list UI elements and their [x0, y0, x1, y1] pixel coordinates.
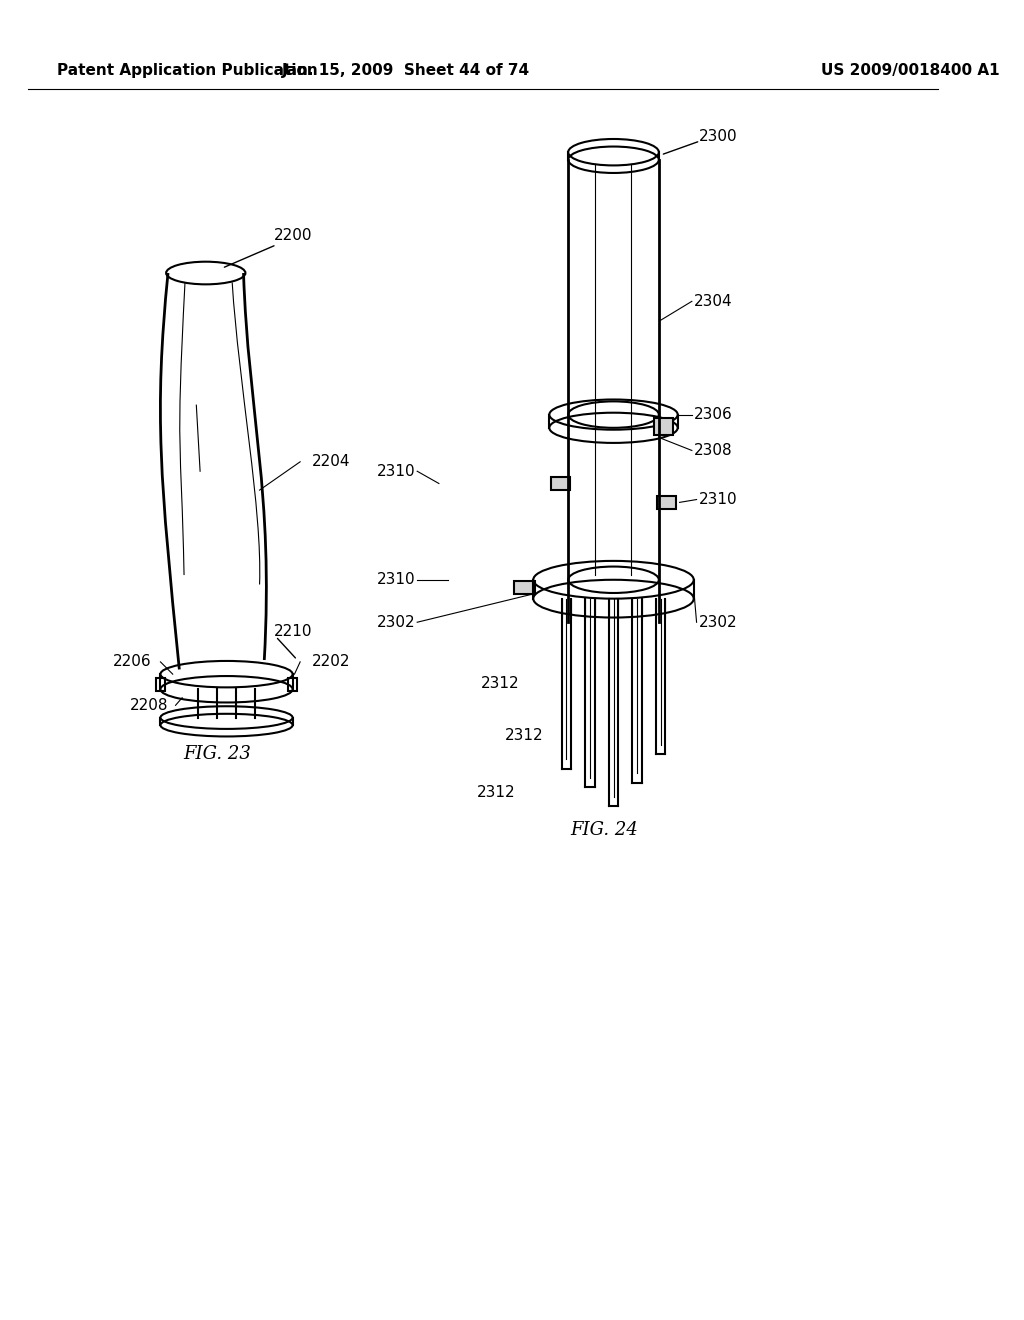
Text: US 2009/0018400 A1: US 2009/0018400 A1 — [821, 62, 999, 78]
Text: 2308: 2308 — [693, 444, 732, 458]
Text: 2202: 2202 — [311, 655, 350, 669]
Text: 2204: 2204 — [311, 454, 350, 470]
Text: 2312: 2312 — [505, 729, 544, 743]
Text: 2310: 2310 — [377, 573, 416, 587]
Text: FIG. 23: FIG. 23 — [183, 746, 251, 763]
Text: 2208: 2208 — [130, 698, 169, 713]
Text: 2306: 2306 — [693, 407, 732, 422]
Text: Jan. 15, 2009  Sheet 44 of 74: Jan. 15, 2009 Sheet 44 of 74 — [282, 62, 530, 78]
Text: 2200: 2200 — [273, 228, 312, 243]
Bar — [156, 678, 165, 692]
Text: FIG. 24: FIG. 24 — [570, 821, 638, 840]
Text: 2310: 2310 — [377, 463, 416, 479]
Text: 2300: 2300 — [698, 128, 737, 144]
Bar — [654, 418, 673, 436]
Bar — [551, 477, 570, 490]
Bar — [657, 496, 676, 510]
Text: 2210: 2210 — [273, 624, 312, 639]
Text: 2312: 2312 — [481, 676, 520, 692]
Text: 2310: 2310 — [698, 492, 737, 507]
Text: Patent Application Publication: Patent Application Publication — [56, 62, 317, 78]
Text: 2302: 2302 — [698, 615, 737, 630]
Text: 2206: 2206 — [114, 655, 152, 669]
Text: 2312: 2312 — [476, 784, 515, 800]
Bar — [288, 678, 297, 692]
Text: 2302: 2302 — [377, 615, 416, 630]
Text: 2304: 2304 — [693, 294, 732, 309]
Bar — [514, 581, 536, 594]
